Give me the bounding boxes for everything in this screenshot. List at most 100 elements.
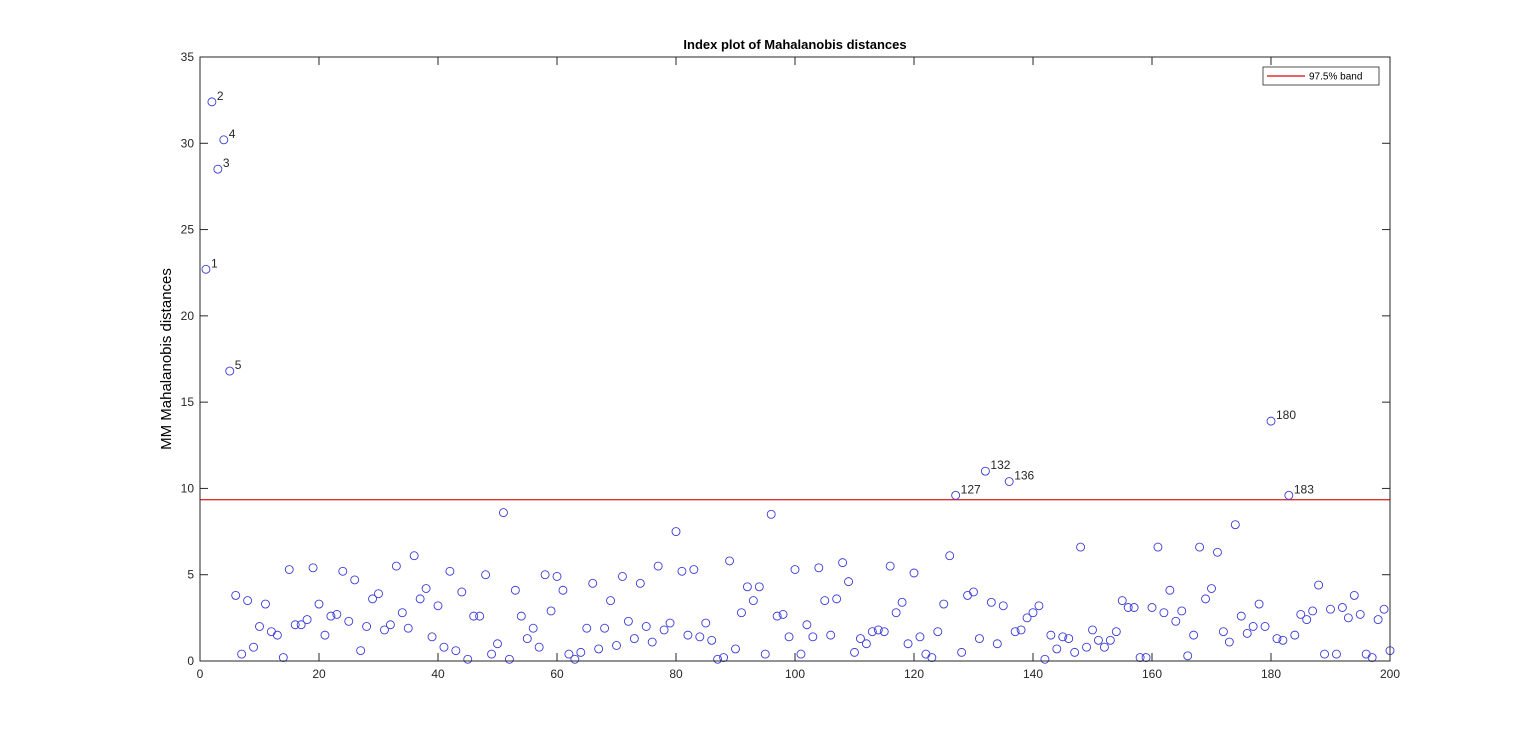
data-point [909,568,919,578]
data-point [951,490,961,500]
data-point [284,565,294,574]
data-point [493,639,502,649]
data-point [623,616,633,626]
data-point [469,611,479,621]
x-tick-label: 180 [1261,667,1281,681]
data-point [653,561,663,571]
data-point [897,597,907,607]
point-label: 2 [217,89,224,103]
data-point [261,599,270,609]
data-point [594,644,604,654]
data-point [665,618,675,628]
data-point [296,620,306,630]
data-point [1123,603,1133,612]
data-point [766,509,776,519]
data-point [826,630,836,640]
data-point [1331,649,1341,659]
data-point [1314,580,1324,590]
data-point [1028,608,1038,618]
data-point [409,551,419,561]
data-point [1153,542,1163,552]
data-point [338,566,348,576]
data-point [957,647,967,657]
chart-title: Index plot of Mahalanobis distances [683,37,906,52]
data-point [1046,630,1056,640]
plot-area [200,57,1390,661]
point-labels: 1 2 3 4 5 127 132 136 180 183 [211,89,1314,496]
data-point [255,622,264,631]
points-layer [201,97,1395,664]
data-point [237,649,247,659]
data-point [213,164,223,174]
point-label: 136 [1014,469,1034,483]
data-point [838,558,848,568]
data-point [903,639,913,649]
data-point [975,634,984,644]
data-point [1373,615,1383,625]
data-point [856,634,865,644]
x-tick-label: 20 [312,667,326,681]
data-point [231,590,241,600]
data-point [1302,615,1312,625]
data-point [528,623,538,633]
data-point [1022,613,1032,623]
data-point [362,622,372,631]
data-point [1326,604,1335,614]
data-point [1117,596,1127,606]
data-point [433,601,443,611]
data-point [1141,653,1151,662]
data-point [1266,416,1276,426]
x-tick-label: 120 [904,667,924,681]
x-tick-label: 160 [1142,667,1162,681]
data-point [850,647,859,657]
data-point [344,616,354,626]
data-point [403,623,413,633]
data-point [1070,647,1080,657]
data-point [1308,606,1318,616]
data-point [1218,627,1228,637]
data-point [748,596,758,606]
data-point [808,632,818,642]
data-point [1088,625,1097,635]
data-point [1165,585,1175,595]
data-point [1367,653,1377,662]
data-point [1082,642,1092,652]
data-point [683,630,693,640]
data-point [1207,584,1216,593]
x-tick-label: 140 [1023,667,1043,681]
data-point [731,644,740,654]
data-point [790,565,800,574]
data-point [1248,622,1258,631]
data-point [1111,627,1121,637]
data-point [600,623,610,633]
y-tick-label: 30 [181,136,195,150]
data-point [302,615,312,625]
x-tick-label: 60 [550,667,564,681]
data-point [891,608,901,618]
data-point [844,577,853,587]
y-tick-label: 15 [181,395,195,409]
point-label: 180 [1276,408,1296,422]
data-point [1272,634,1282,644]
data-point [647,637,657,647]
data-point [1379,604,1389,614]
data-point [445,566,455,576]
data-point [475,611,485,621]
data-point [760,649,770,659]
data-point [350,575,360,585]
data-point [1349,590,1359,600]
data-point [576,647,586,657]
data-point [719,653,729,662]
data-point [695,632,705,642]
data-point [737,608,746,618]
data-point [814,563,824,573]
data-point [546,606,556,616]
data-point [278,653,288,662]
data-point [1040,654,1050,664]
data-point [1064,634,1074,644]
data-point [707,635,717,645]
data-point [1010,627,1020,637]
data-point [671,527,681,537]
data-point [427,632,437,642]
point-label: 132 [990,458,1010,472]
